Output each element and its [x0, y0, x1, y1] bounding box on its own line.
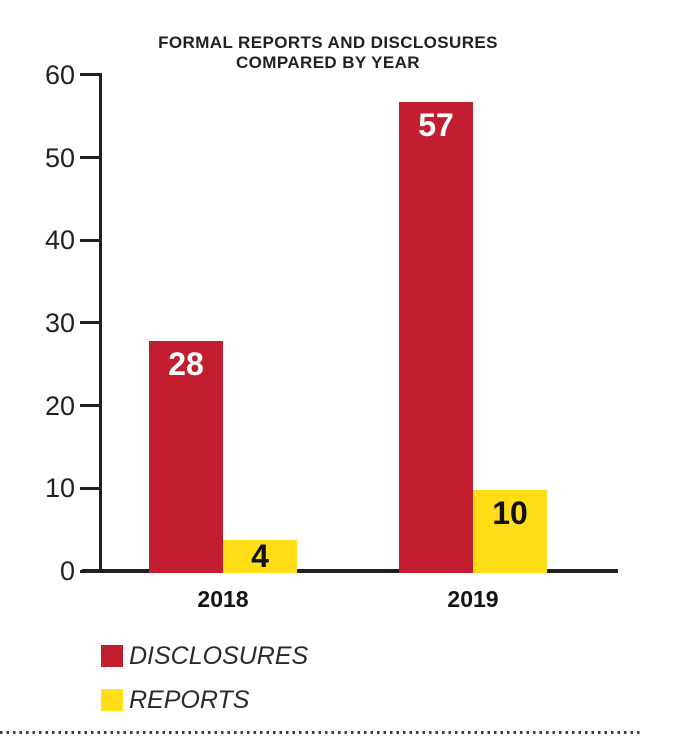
bar-value-label: 10 — [492, 495, 528, 532]
y-tick-label-0: 0 — [59, 556, 75, 586]
legend-swatch-disclosures — [101, 645, 123, 667]
legend-swatch-reports — [101, 689, 123, 711]
x-axis-line — [82, 569, 618, 573]
legend-item-disclosures: DISCLOSURES — [101, 641, 309, 670]
legend-item-reports: REPORTS — [101, 685, 308, 714]
bar-reports-2018: 4 — [223, 537, 297, 574]
x-tick-label-2019: 2019 — [447, 586, 499, 612]
x-tick-label-2018: 2018 — [197, 586, 249, 612]
y-tick-label-40: 40 — [44, 225, 75, 256]
chart-subtitle: COMPARED BY YEAR — [236, 53, 420, 72]
bar-reports-2019: 10 — [473, 490, 547, 573]
y-tick-40 — [80, 238, 100, 242]
y-tick-50 — [80, 156, 100, 159]
bar-disclosures-2018: 28 — [149, 341, 223, 573]
legend-label-disclosures: DISCLOSURES — [129, 641, 309, 670]
y-tick-label-30: 30 — [44, 307, 75, 338]
chart-legend: DISCLOSURES REPORTS — [101, 641, 309, 731]
legend-label-reports: REPORTS — [129, 685, 250, 714]
y-tick-label-10: 10 — [44, 473, 75, 504]
y-tick-30 — [80, 321, 100, 325]
y-axis-line — [99, 73, 102, 573]
bar-value-label: 4 — [251, 537, 269, 574]
bar-disclosures-2019: 57 — [399, 101, 473, 573]
chart-title: FORMAL REPORTS AND DISCLOSURES — [158, 33, 498, 52]
bar-value-label: 28 — [168, 346, 204, 383]
y-tick-60 — [80, 73, 100, 77]
y-tick-label-50: 50 — [44, 142, 75, 173]
y-tick-20 — [80, 404, 100, 408]
y-tick-label-60: 60 — [44, 59, 75, 90]
y-tick-0 — [80, 569, 100, 573]
bar-value-label: 57 — [418, 106, 454, 143]
y-tick-10 — [80, 486, 100, 490]
chart-title-block: FORMAL REPORTS AND DISCLOSURES COMPARED … — [0, 33, 656, 73]
y-tick-label-20: 20 — [44, 390, 75, 421]
dotted-divider — [0, 731, 641, 734]
